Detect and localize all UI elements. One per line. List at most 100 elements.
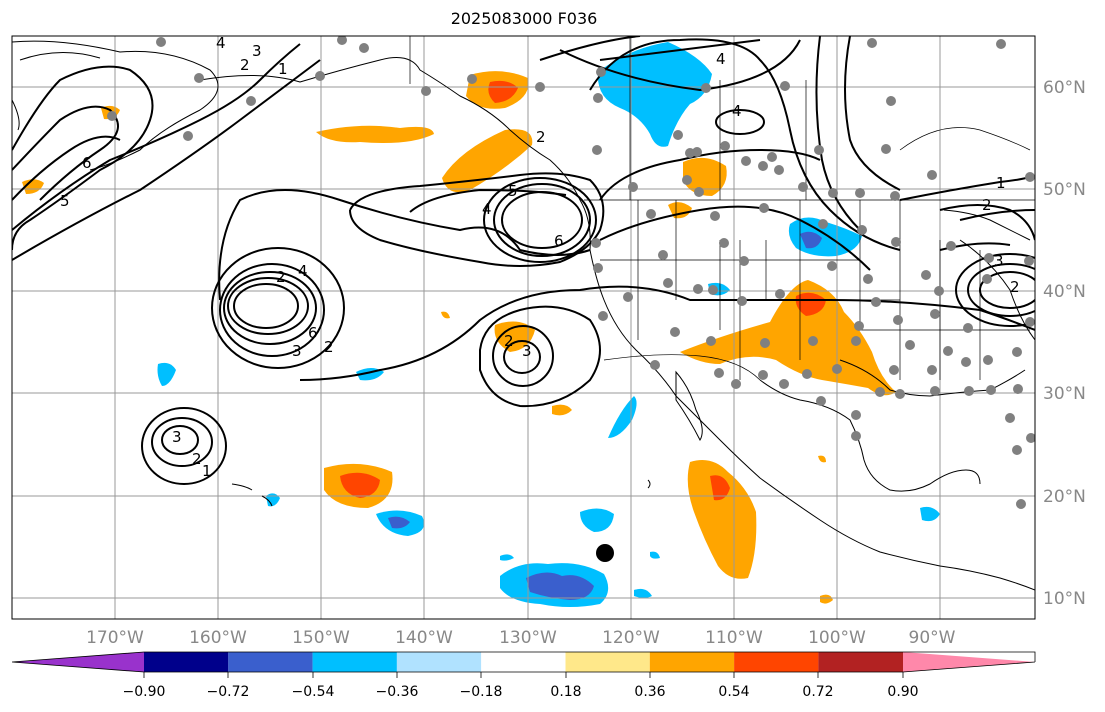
anomaly-region [266,493,280,507]
anomaly-region [388,516,410,529]
colorbar-swatch [649,652,735,672]
lon-label: 130°W [499,628,557,648]
contour-label: 2 [536,128,546,146]
contour-label: 3 [522,342,532,360]
lon-label: 160°W [189,628,247,648]
contour-label: 5 [508,182,518,200]
colorbar-tick-label: −0.54 [292,684,335,700]
colorbar-tick-label: 0.90 [887,684,918,700]
lon-label: 120°W [602,628,660,648]
lat-label: 20°N [1043,487,1086,507]
anomaly-region [820,594,833,604]
colorbar-tick-label: 0.54 [718,684,749,700]
anomaly-region [634,588,652,598]
anomaly-region [526,572,594,600]
contour-label: 3 [994,252,1004,270]
colorbar-tick-label: −0.72 [207,684,250,700]
political-borders [409,36,1035,381]
contour-label: 4 [298,262,308,280]
contour-label: 3 [172,428,182,446]
contour-label: 2 [192,450,202,468]
colorbar-swatch [312,652,397,672]
anomaly-region [683,157,727,196]
colorbar: −0.90 −0.72 −0.54 −0.36 −0.18 0.18 0.36 … [11,651,1036,700]
anomaly-region [316,125,434,143]
colorbar-tick-label: −0.36 [376,684,419,700]
contour-label: 2 [1010,278,1020,296]
colorbar-swatch [396,652,482,672]
colorbar-swatch [565,652,650,672]
station-markers [107,36,1035,509]
contour-labels: 4 3 2 1 6 5 4 2 4 2 6 5 4 6 3 2 2 3 3 2 … [60,34,1020,480]
anomaly-region [800,231,822,249]
contour-label: 1 [278,60,288,78]
contour-label: 4 [482,200,492,218]
contour-label: 3 [292,342,302,360]
contour-label: 5 [60,192,70,210]
chart-title: 2025083000 F036 [450,9,598,28]
contour-label: 4 [216,34,226,52]
lat-label: 40°N [1043,282,1086,302]
anomaly-region [340,472,380,498]
map-frame [11,35,1036,620]
contour-label: 6 [554,232,564,250]
anomaly-region [818,455,826,463]
map-area: 4 3 2 1 6 5 4 2 4 2 6 5 4 6 3 2 2 3 3 2 … [12,34,1035,619]
anomaly-region [650,551,660,559]
colorbar-tick-label: 0.72 [802,684,833,700]
anomaly-region [441,311,450,319]
anomaly-region [442,129,533,193]
contour-label: 3 [252,42,262,60]
anomaly-region [920,506,940,522]
anomaly-region [680,280,896,396]
lon-label: 100°W [808,628,866,648]
lon-label: 110°W [705,628,763,648]
contour-label: 2 [982,196,992,214]
lon-label: 170°W [86,628,144,648]
colorbar-tick-label: 0.18 [550,684,581,700]
lon-label: 90°W [909,628,956,648]
colorbar-swatch [734,652,819,672]
anomaly-region [500,554,514,561]
colorbar-swatch [481,652,566,672]
contour-label: 6 [308,324,318,342]
contours [12,36,1035,485]
contour-label: 2 [324,338,334,356]
colorbar-extend-low [12,652,144,672]
anomaly-region [687,459,757,579]
contour-label: 2 [276,268,286,286]
anomaly-region [157,362,176,386]
colorbar-tick-label: 0.36 [634,684,665,700]
contour-label: 4 [732,102,742,120]
colorbar-tick-label: −0.18 [460,684,503,700]
colorbar-tick-label: −0.90 [123,684,166,700]
colorbar-swatch [144,652,229,672]
anomaly-region [710,475,730,501]
anomaly-region [580,508,614,532]
contour-label: 2 [504,332,514,350]
anomaly-region [597,42,712,147]
lon-label: 140°W [395,628,453,648]
anomaly-region [494,321,535,352]
coastlines [12,40,1035,591]
contour-label: 2 [240,56,250,74]
anomaly-region [608,396,637,438]
anomaly-region [22,179,44,194]
colorbar-extend-high [903,652,1035,672]
colorbar-swatch [228,652,313,672]
anomaly-region [552,404,572,416]
contour-label: 6 [82,154,92,172]
lat-label: 10°N [1043,589,1086,609]
lat-label: 60°N [1043,78,1086,98]
contour-label: 1 [202,462,212,480]
contour-label: 4 [716,50,726,68]
storm-center-marker [596,544,614,562]
longitude-labels: 170°W 160°W 150°W 140°W 130°W 120°W 110°… [86,628,956,648]
latitude-labels: 60°N 50°N 40°N 30°N 20°N 10°N [1043,78,1086,609]
contour-label: 1 [996,174,1006,192]
lon-label: 150°W [292,628,350,648]
lat-label: 30°N [1043,384,1086,404]
anomaly-region [488,80,518,103]
anomaly-region [795,292,826,316]
